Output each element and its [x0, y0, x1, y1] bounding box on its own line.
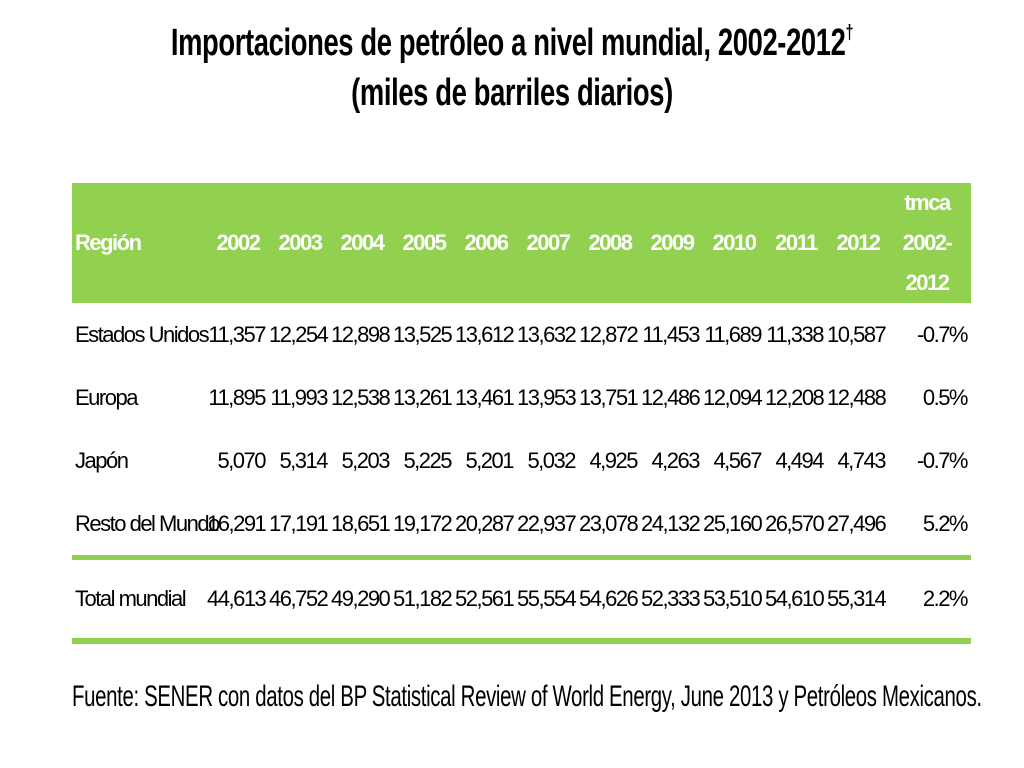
row-value: 19,172: [393, 510, 453, 536]
row-value: 18,651: [331, 510, 391, 536]
row-value: 5,032: [527, 447, 576, 473]
row-value: 12,488: [827, 384, 887, 410]
row-value: 5,314: [279, 447, 328, 473]
row-value: 11,453: [642, 321, 700, 347]
total-value: 44,613: [207, 586, 267, 611]
total-value: 54,626: [579, 586, 639, 611]
row-value: 27,496: [827, 510, 887, 536]
total-value: 46,752: [269, 586, 329, 611]
total-value: 55,314: [827, 586, 887, 611]
row-value: 13,261: [393, 384, 453, 410]
title-block: Importaciones de petróleo a nivel mundia…: [0, 8, 1024, 118]
row-value: 11,357: [208, 321, 266, 347]
row-value: 13,751: [579, 384, 639, 410]
row-tmca: 0.5%: [922, 384, 969, 410]
oil-imports-table: Región 2002 2003 2004 2005 2006 2007 200…: [72, 183, 971, 644]
row-region: Resto del Mundo: [75, 510, 220, 536]
row-value: 20,287: [455, 510, 515, 536]
header-year: 2012: [836, 230, 881, 255]
row-tmca: -0.7%: [917, 447, 968, 473]
header-year: 2003: [278, 230, 323, 255]
row-value: 16,291: [207, 510, 267, 536]
row-value: 12,872: [579, 321, 639, 347]
row-value: 5,203: [341, 447, 390, 473]
header-region: Región: [75, 230, 142, 255]
title-text: Importaciones de petróleo a nivel mundia…: [170, 22, 846, 64]
table-row: Estados Unidos 11,357 12,254 12,898 13,5…: [72, 303, 971, 366]
row-value: 17,191: [269, 510, 329, 536]
row-value: 5,201: [465, 447, 514, 473]
header-tmca-line1: tmca: [904, 190, 951, 215]
row-value: 5,070: [217, 447, 266, 473]
row-value: 4,494: [775, 447, 824, 473]
total-value: 52,561: [455, 586, 515, 611]
row-region: Estados Unidos: [75, 321, 210, 347]
row-value: 10,587: [827, 321, 887, 347]
header-year: 2011: [775, 230, 818, 255]
total-value: 54,610: [765, 586, 825, 611]
header-year: 2002: [216, 230, 261, 255]
row-value: 25,160: [703, 510, 763, 536]
header-year: 2010: [712, 230, 757, 255]
row-tmca: 5.2%: [922, 510, 969, 536]
header-year: 2005: [402, 230, 447, 255]
row-value: 13,953: [517, 384, 577, 410]
row-value: 5,225: [403, 447, 452, 473]
header-year: 2007: [526, 230, 571, 255]
row-value: 12,486: [641, 384, 701, 410]
header-year: 2006: [464, 230, 509, 255]
table-row: Japón 5,070 5,314 5,203 5,225 5,201 5,03…: [72, 429, 971, 492]
row-value: 13,461: [455, 384, 515, 410]
table-body: Estados Unidos 11,357 12,254 12,898 13,5…: [72, 303, 971, 644]
row-value: 23,078: [579, 510, 639, 536]
row-value: 12,898: [331, 321, 391, 347]
header-tmca-line2: 2002-2012: [902, 230, 953, 295]
row-value: 12,094: [703, 384, 763, 410]
row-value: 13,612: [455, 321, 515, 347]
title-dagger: †: [845, 22, 854, 44]
row-value: 24,132: [641, 510, 701, 536]
total-value: 55,554: [517, 586, 577, 611]
header-tmca-stack: tmca 2002-2012: [889, 183, 965, 303]
header-year: 2009: [650, 230, 695, 255]
header-year: 2004: [340, 230, 385, 255]
row-value: 12,208: [765, 384, 825, 410]
table-header-row: Región 2002 2003 2004 2005 2006 2007 200…: [72, 183, 971, 303]
row-region: Japón: [75, 447, 129, 473]
bottom-rule: [72, 638, 971, 644]
table-row-total: Total mundial 44,613 46,752 49,290 51,18…: [72, 560, 971, 638]
row-value: 12,254: [269, 321, 329, 347]
row-value: 11,993: [270, 384, 328, 410]
total-value: 52,333: [641, 586, 701, 611]
row-value: 13,525: [393, 321, 453, 347]
table-row: Europa 11,895 11,993 12,538 13,261 13,46…: [72, 366, 971, 429]
row-value: 4,263: [651, 447, 700, 473]
total-region: Total mundial: [75, 586, 187, 611]
total-separator-line: [72, 555, 971, 560]
total-tmca: 2.2%: [922, 586, 969, 611]
row-region: Europa: [75, 384, 138, 410]
page-subtitle: (miles de barriles diarios): [351, 72, 673, 114]
row-tmca: -0.7%: [917, 321, 968, 347]
row-value: 12,538: [331, 384, 391, 410]
row-value: 26,570: [765, 510, 825, 536]
row-value: 11,895: [208, 384, 266, 410]
total-value: 49,290: [331, 586, 391, 611]
data-table-container: Región 2002 2003 2004 2005 2006 2007 200…: [72, 183, 971, 644]
page-title: Importaciones de petróleo a nivel mundia…: [143, 8, 880, 68]
row-value: 4,567: [713, 447, 762, 473]
row-value: 11,338: [766, 321, 824, 347]
row-value: 11,689: [704, 321, 762, 347]
row-value: 13,632: [517, 321, 577, 347]
header-year: 2008: [588, 230, 633, 255]
total-value: 53,510: [703, 586, 763, 611]
source-note: Fuente: SENER con datos del BP Statistic…: [72, 680, 982, 713]
table-row: Resto del Mundo 16,291 17,191 18,651 19,…: [72, 492, 971, 555]
total-value: 51,182: [393, 586, 453, 611]
row-value: 22,937: [517, 510, 577, 536]
row-value: 4,925: [589, 447, 638, 473]
row-value: 4,743: [837, 447, 886, 473]
header-tmca: tmca 2002-2012: [889, 183, 971, 303]
